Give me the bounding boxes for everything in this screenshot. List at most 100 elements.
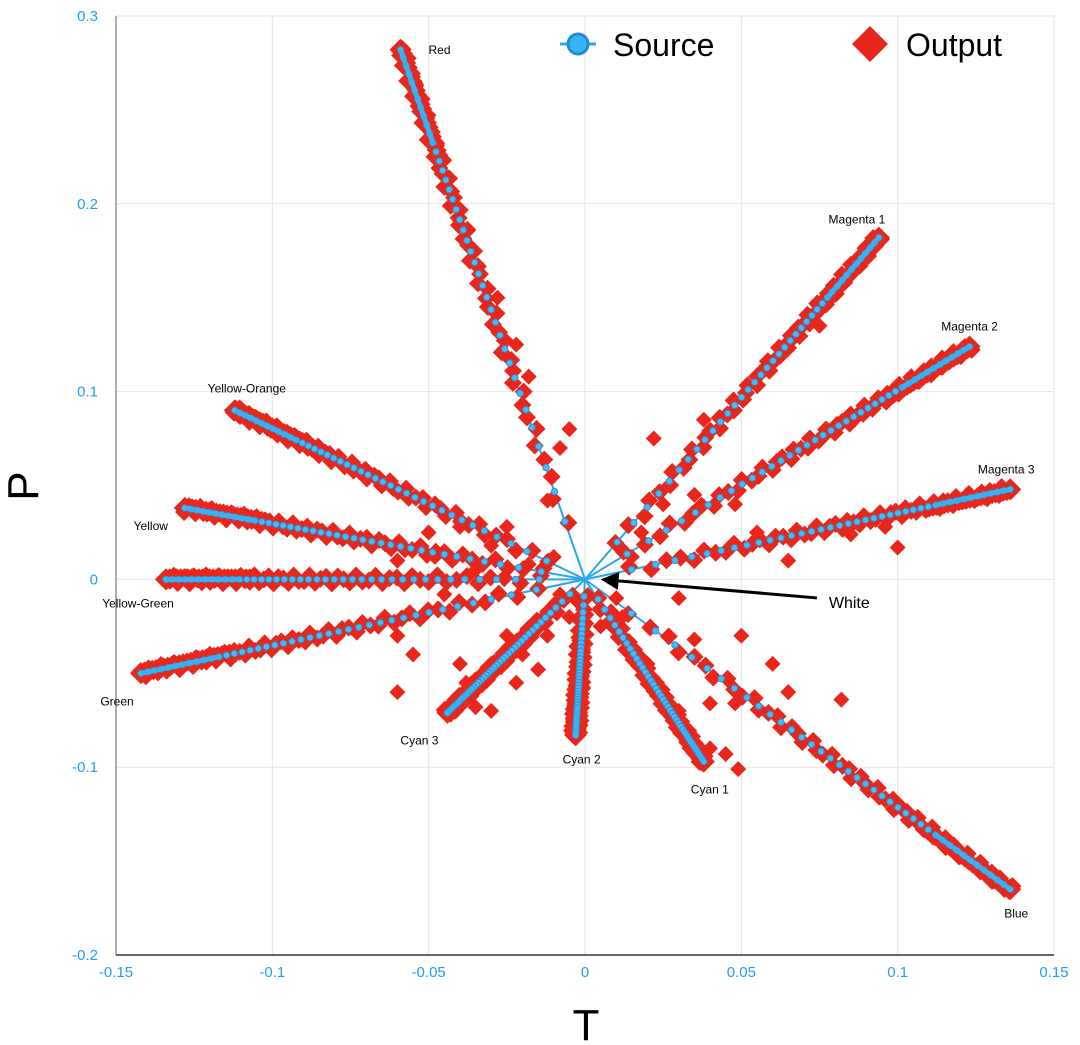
source-marker: [358, 575, 366, 584]
output-marker: [535, 450, 554, 469]
output-marker: [704, 668, 723, 687]
source-marker: [341, 532, 350, 541]
source-marker: [743, 541, 751, 549]
output-marker: [661, 476, 680, 495]
source-marker: [688, 553, 696, 561]
x-tick-labels: -0.15 -0.1 -0.05 0 0.05 0.1 0.15: [99, 964, 1069, 981]
source-marker: [826, 754, 835, 762]
source-marker: [807, 740, 816, 749]
x-tick-label: 0: [581, 964, 589, 981]
legend-item-source: Source: [560, 27, 714, 63]
source-marker: [297, 635, 305, 644]
output-marker: [695, 411, 712, 428]
source-marker: [671, 556, 679, 565]
source-marker: [817, 525, 825, 534]
source-marker: [511, 575, 520, 584]
source-marker: [730, 544, 739, 552]
source-marker: [864, 404, 872, 412]
source-marker: [447, 511, 456, 519]
source-marker: [507, 539, 515, 548]
source-marker: [844, 767, 853, 776]
source-marker: [448, 195, 457, 204]
source-marker: [615, 628, 623, 636]
source-marker: [230, 649, 238, 658]
white-arrow-line: [618, 579, 818, 600]
source-marker: [411, 493, 419, 502]
output-marker: [561, 608, 578, 625]
y-tick-label: -0.1: [72, 759, 98, 776]
source-marker: [301, 525, 310, 534]
output-marker: [717, 746, 734, 763]
source-marker: [258, 518, 266, 526]
source-marker: [750, 378, 759, 386]
output-marker: [405, 646, 422, 663]
source-marker: [483, 293, 491, 302]
source-marker: [339, 575, 347, 584]
source-marker: [857, 408, 865, 417]
source-marker: [222, 651, 231, 659]
source-marker: [594, 595, 602, 604]
source-marker: [786, 451, 794, 460]
source-line-dense: [824, 235, 881, 301]
ray-label: Blue: [1004, 906, 1028, 920]
source-marker: [478, 281, 487, 290]
source-marker: [541, 613, 550, 622]
source-marker: [737, 393, 746, 402]
source-marker: [807, 527, 816, 536]
output-marker: [551, 439, 568, 456]
source-marker: [619, 634, 627, 642]
source-marker: [645, 537, 653, 545]
source-line-dense: [398, 48, 437, 146]
source-marker: [566, 590, 574, 598]
source-marker: [455, 215, 464, 224]
source-marker: [388, 616, 396, 624]
source-marker: [755, 702, 763, 710]
x-tick-label: 0.15: [1039, 964, 1068, 981]
source-marker: [606, 614, 614, 622]
legend-output-marker: [852, 26, 888, 62]
source-marker: [280, 575, 289, 584]
legend-source-marker: [566, 32, 590, 56]
white-annotation-label: White: [829, 595, 870, 612]
source-marker: [469, 521, 477, 529]
output-marker: [655, 496, 672, 513]
source-marker: [794, 446, 803, 454]
ray-label: Magenta 3: [978, 462, 1035, 476]
output-marker: [467, 562, 484, 579]
source-marker: [440, 550, 449, 559]
source-marker: [703, 664, 711, 673]
output-marker: [483, 537, 500, 554]
ray-label: Cyan 2: [563, 752, 601, 766]
source-marker: [885, 391, 893, 400]
output-marker: [727, 496, 744, 513]
ray-label: Green: [100, 694, 133, 708]
source-marker: [878, 792, 886, 800]
source-marker: [493, 533, 501, 541]
source-marker: [272, 575, 281, 584]
source-marker: [623, 639, 631, 648]
source-marker: [407, 544, 415, 553]
source-marker: [442, 176, 450, 184]
output-marker: [748, 524, 765, 541]
source-marker: [651, 627, 660, 635]
source-marker: [330, 454, 338, 462]
source-marker: [421, 575, 430, 584]
source-marker: [467, 247, 475, 256]
source-marker: [439, 605, 447, 614]
source-marker: [665, 477, 674, 485]
legend-output-label: Output: [906, 27, 1002, 63]
source-marker: [627, 609, 636, 617]
source-marker: [368, 537, 376, 546]
output-marker: [727, 695, 744, 712]
source-marker: [334, 627, 343, 636]
source-marker: [693, 445, 701, 453]
output-marker: [702, 740, 719, 757]
source-line-dense: [573, 707, 580, 736]
source-marker: [870, 786, 878, 794]
y-axis-title: P: [0, 471, 48, 500]
source-marker: [886, 511, 894, 519]
source-marker: [917, 820, 925, 828]
source-marker: [496, 331, 504, 340]
output-marker: [686, 486, 703, 503]
source-marker: [304, 442, 313, 450]
